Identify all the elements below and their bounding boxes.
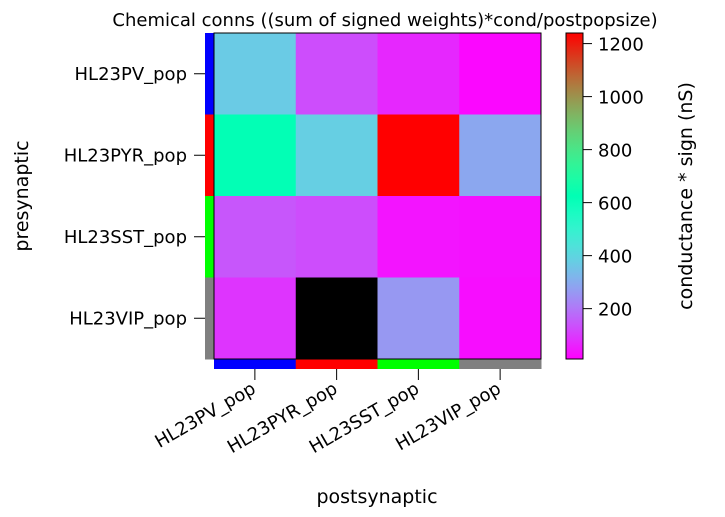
colorbar-tick-label: 600: [598, 194, 632, 215]
y-axis-ticks: HL23PV_pop HL23PYR_pop HL23SST_pop HL23VIP_…: [64, 64, 205, 329]
heatmap-cell: [377, 33, 460, 115]
heatmap-cell: [459, 196, 542, 278]
y-tick-label: HL23SST_pop: [64, 227, 187, 248]
heatmap-cell: [295, 277, 378, 360]
colorbar-ramp: [565, 32, 584, 360]
row-population-strip: [205, 277, 214, 360]
population-color-strips: [205, 33, 542, 369]
heatmap-cell: [377, 114, 460, 197]
x-axis-label: postsynaptic: [316, 486, 437, 508]
colorbar-tick-label: 400: [598, 247, 632, 268]
heatmap-cell: [295, 33, 378, 115]
colorbar-tick-label: 800: [598, 141, 632, 162]
heatmap-cell: [459, 33, 542, 115]
heatmap-cell: [295, 114, 378, 197]
column-population-strip: [295, 359, 378, 369]
x-axis-ticks: HL23PV_popHL23PYR_popHL23SST_popHL23VIP_…: [151, 369, 505, 458]
y-tick-label: HL23PV_pop: [75, 64, 188, 85]
heatmap-cell: [214, 196, 297, 278]
row-population-strip: [205, 114, 214, 197]
row-population-strip: [205, 33, 214, 115]
y-tick-label: HL23VIP_pop: [69, 308, 187, 329]
colorbar: 200 400 600 800 1000 1200: [565, 32, 644, 360]
heatmap-cell: [459, 277, 542, 360]
y-axis-label: presynaptic: [11, 140, 33, 251]
colorbar-tick-label: 200: [598, 300, 632, 321]
colorbar-label: conductance * sign (nS): [675, 82, 697, 310]
heatmap-cell: [214, 277, 297, 360]
heatmap-cell: [459, 114, 542, 197]
heatmap-cell: [295, 196, 378, 278]
column-population-strip: [214, 359, 297, 369]
heatmap-cells: [214, 33, 542, 360]
column-population-strip: [377, 359, 460, 369]
heatmap-cell: [377, 196, 460, 278]
colorbar-tick-label: 1000: [598, 88, 644, 109]
row-population-strip: [205, 196, 214, 278]
chart-title: Chemical conns ((sum of signed weights)*…: [112, 10, 657, 31]
colorbar-tick-label: 1200: [598, 35, 644, 56]
heatmap-cell: [377, 277, 460, 360]
heatmap-cell: [214, 33, 297, 115]
plot-frame: [213, 32, 542, 360]
y-tick-label: HL23PYR_pop: [64, 145, 187, 166]
column-population-strip: [459, 359, 542, 369]
heatmap-cell: [214, 114, 297, 197]
